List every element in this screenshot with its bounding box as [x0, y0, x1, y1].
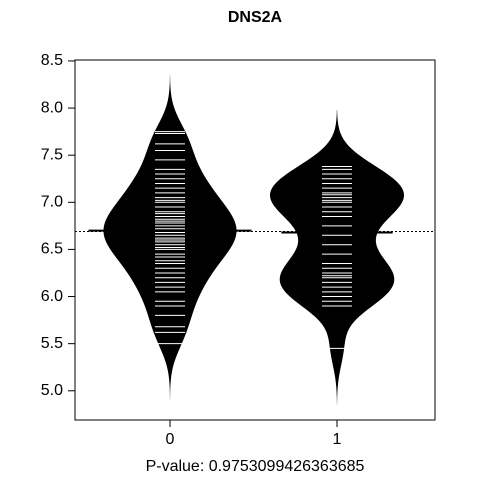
x-axis-label: P-value: 0.9753099426363685 [146, 458, 365, 475]
y-tick-label: 6.5 [41, 241, 63, 258]
chart-title: DNS2A [228, 9, 283, 26]
x-tick-label: 1 [333, 431, 342, 448]
y-tick-label: 5.0 [41, 382, 63, 399]
x-tick-label: 0 [166, 431, 175, 448]
y-tick-label: 7.5 [41, 146, 63, 163]
y-tick-label: 8.5 [41, 52, 63, 69]
y-tick-label: 7.0 [41, 194, 63, 211]
bean-shape [270, 109, 404, 405]
y-tick-label: 6.0 [41, 288, 63, 305]
y-tick-label: 5.5 [41, 335, 63, 352]
y-tick-label: 8.0 [41, 99, 63, 116]
